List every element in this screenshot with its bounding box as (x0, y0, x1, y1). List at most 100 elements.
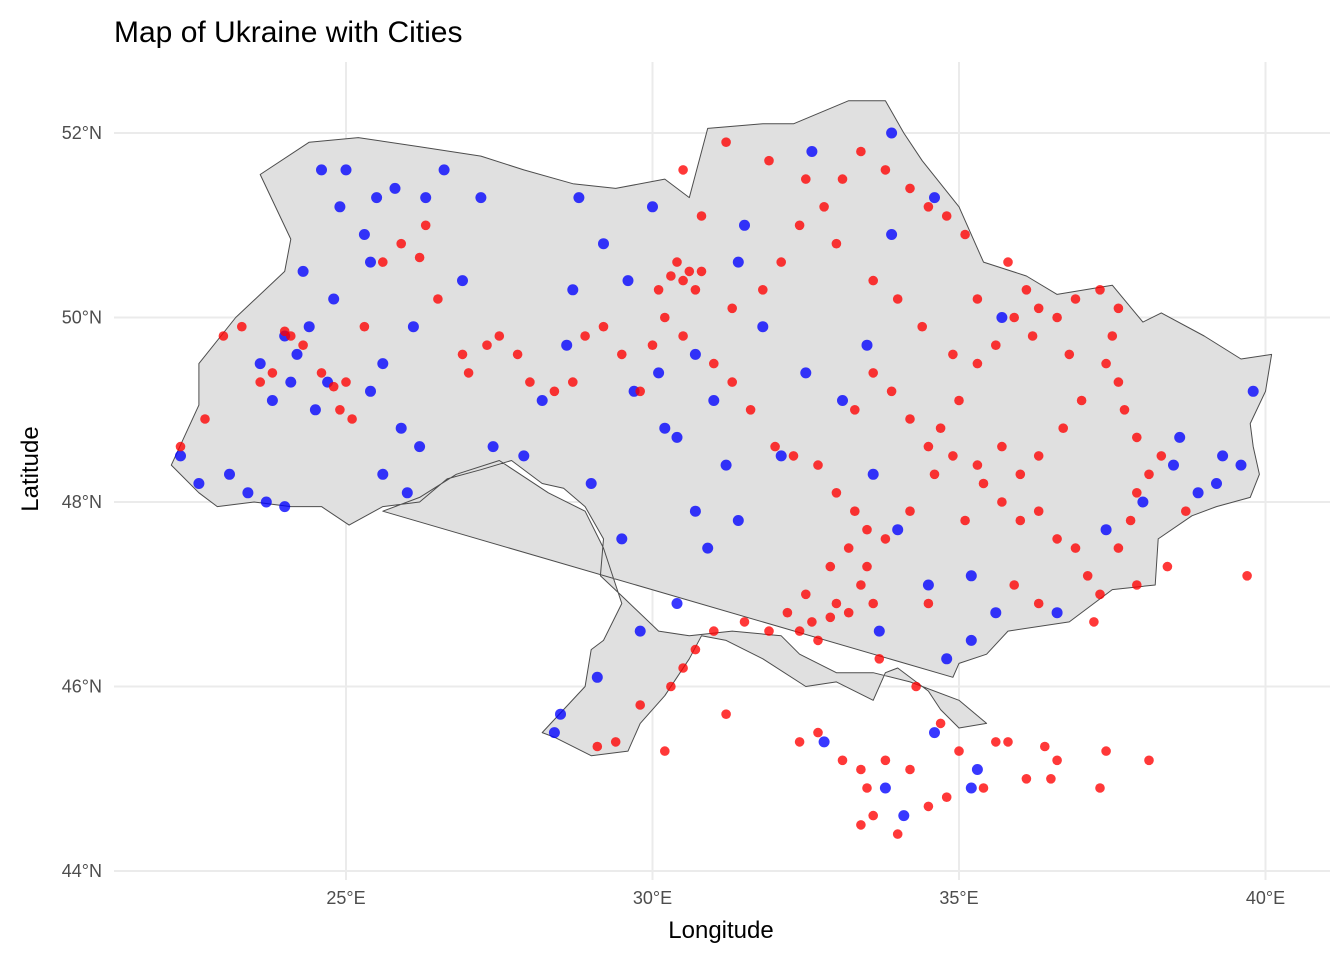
city-point (666, 271, 676, 281)
city-point (1003, 737, 1013, 747)
city-point (1021, 285, 1032, 295)
city-point (708, 395, 720, 406)
city-point (1125, 515, 1136, 526)
city-point (800, 367, 812, 379)
city-point (420, 192, 432, 204)
city-point (837, 174, 848, 184)
city-point (813, 635, 823, 646)
city-point (585, 478, 597, 489)
tick-label-layer: 25°E 30°E 35°E 40°E 44°N 46°N 48°N 50°N 52°N (62, 123, 1285, 908)
city-point (285, 376, 297, 388)
city-point (721, 137, 731, 147)
city-point (218, 331, 229, 341)
city-point (806, 146, 818, 157)
city-point (1046, 774, 1056, 784)
city-point (972, 358, 983, 369)
city-point (843, 543, 854, 553)
city-point (1113, 377, 1124, 387)
city-point (911, 681, 921, 692)
city-point (721, 709, 731, 719)
city-point (948, 451, 958, 461)
city-point (494, 331, 505, 341)
city-point (316, 164, 327, 176)
city-point (850, 405, 860, 415)
city-point (898, 810, 910, 822)
city-point (1113, 543, 1124, 553)
city-point (788, 451, 799, 461)
city-point (561, 339, 573, 351)
x-tick-label: 40°E (1246, 888, 1285, 908)
city-point (591, 671, 603, 683)
ukraine-outline (170, 100, 1273, 757)
city-point (548, 727, 560, 739)
city-point (929, 469, 940, 480)
city-point (341, 377, 351, 387)
city-point (856, 764, 866, 775)
city-point (1033, 598, 1044, 609)
city-point (463, 368, 474, 378)
city-point (813, 727, 823, 738)
city-point (739, 219, 750, 231)
city-point (536, 395, 548, 406)
city-point (660, 746, 670, 756)
city-point (420, 220, 431, 231)
city-point (634, 625, 646, 637)
city-point (696, 266, 707, 277)
city-point (880, 534, 891, 544)
city-point (1242, 571, 1252, 581)
city-point (825, 612, 836, 623)
city-point (1009, 580, 1019, 590)
city-point (389, 182, 401, 194)
city-point (770, 441, 780, 452)
city-point (671, 598, 683, 609)
city-point (996, 312, 1008, 323)
city-point (487, 441, 499, 453)
city-point (635, 700, 645, 710)
city-point (291, 348, 303, 360)
city-point (1015, 469, 1026, 480)
city-point (635, 386, 645, 397)
city-point (775, 450, 787, 462)
city-point (298, 340, 308, 351)
chart-title: Map of Ukraine with Cities (114, 16, 462, 49)
city-point (991, 340, 1001, 351)
city-point (954, 395, 964, 406)
city-point (807, 617, 817, 627)
city-point (328, 381, 339, 392)
city-point (1144, 755, 1154, 766)
city-point (1100, 524, 1112, 536)
points-layer (175, 127, 1259, 839)
city-point (365, 256, 376, 268)
city-point (991, 737, 1001, 747)
city-point (335, 405, 345, 415)
city-point (732, 256, 744, 268)
city-point (1052, 312, 1062, 323)
city-point (457, 349, 468, 360)
city-point (922, 579, 934, 591)
city-point (175, 450, 186, 462)
city-point (267, 368, 278, 378)
city-point (764, 626, 774, 636)
x-tick-label: 25°E (326, 888, 365, 908)
city-point (684, 266, 695, 277)
city-point (880, 755, 891, 766)
city-point (414, 252, 425, 263)
city-point (549, 386, 560, 397)
city-point (598, 321, 609, 332)
city-point (868, 368, 878, 378)
city-point (1181, 506, 1191, 516)
city-point (1107, 331, 1118, 341)
city-point (365, 385, 376, 397)
city-point (1064, 349, 1075, 360)
city-point (653, 367, 665, 379)
city-point (690, 644, 701, 655)
city-point (395, 422, 407, 434)
city-point (1033, 506, 1044, 516)
city-point (1021, 774, 1032, 784)
city-point (438, 164, 450, 176)
city-point (978, 478, 989, 489)
city-point (1033, 303, 1044, 314)
city-point (941, 211, 952, 221)
x-tick-label: 30°E (633, 888, 672, 908)
